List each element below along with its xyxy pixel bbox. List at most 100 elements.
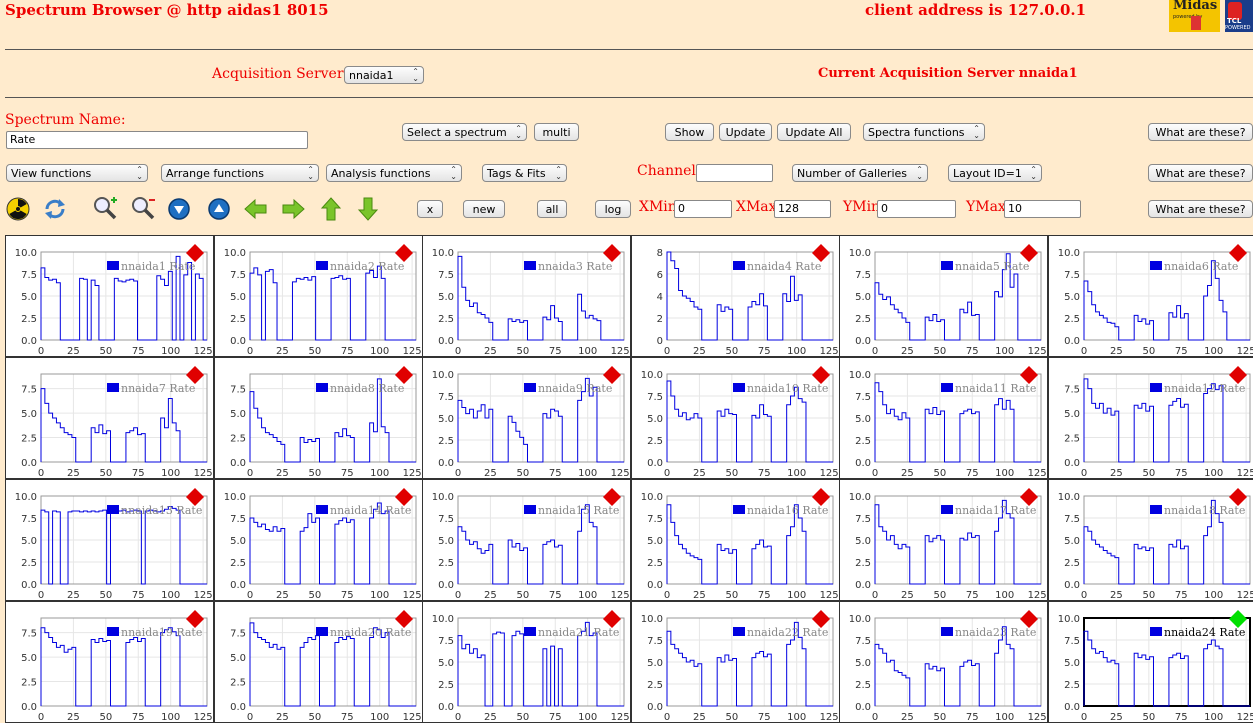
y-tick-label: 0.0 xyxy=(21,580,37,591)
select-spectrum-dropdown[interactable]: Select a spectrum ⌃ ⌄ xyxy=(402,123,527,141)
spectrum-plot[interactable]: 0 25 50 75 100 125 0.0 2.5 5.0 7.5 nnaida8 Rate xyxy=(214,358,422,478)
channel-input[interactable] xyxy=(696,164,773,182)
spectrum-plot[interactable]: 0 25 50 75 100 125 0.0 2.5 5.0 7.5 nnaida12 Rate xyxy=(1048,358,1253,478)
xmax-input[interactable]: 128 xyxy=(774,200,831,218)
x-tick-label: 25 xyxy=(901,590,914,600)
spectrum-plot[interactable]: 0 25 50 75 100 125 0.0 2.5 5.0 7.5 nnaida19 Rate xyxy=(6,602,213,722)
x-tick-label: 0 xyxy=(1080,468,1086,478)
log-button[interactable]: log xyxy=(595,200,631,218)
all-button[interactable]: all xyxy=(537,200,567,218)
spectrum-plot[interactable]: 0 25 50 75 100 125 0.0 2.5 5.0 7.5 10.0 nnaida10 Ra… xyxy=(631,358,839,478)
ymax-input[interactable]: 10 xyxy=(1004,200,1081,218)
spectrum-plot[interactable]: 0 25 50 75 100 125 0.0 2.5 5.0 7.5 nnaida20 Rate xyxy=(214,602,422,722)
spectrum-plot[interactable]: 0 25 50 75 100 125 0 2 4 6 8 nnaida4 Rate xyxy=(631,236,839,356)
y-tick-label: 7.5 xyxy=(230,385,246,396)
refresh-icon[interactable] xyxy=(42,196,68,222)
x-tick-label: 125 xyxy=(402,346,421,356)
new-button[interactable]: new xyxy=(463,200,505,218)
ymin-input[interactable]: 0 xyxy=(877,200,956,218)
spectrum-plot[interactable]: 0 25 50 75 100 125 0.0 2.5 5.0 7.5 10.0 nnaida24 Ra… xyxy=(1048,602,1253,722)
y-tick-label: 2.5 xyxy=(1064,314,1080,325)
y-tick-label: 0.0 xyxy=(1064,580,1080,591)
xmin-label: XMin xyxy=(639,199,677,215)
tags-fits-dropdown[interactable]: Tags & Fits ⌃ ⌄ xyxy=(482,164,567,182)
x-tick-label: 50 xyxy=(99,590,112,600)
x-tick-label: 0 xyxy=(38,468,44,478)
status-diamond-icon xyxy=(603,488,621,506)
spectrum-plot[interactable]: 0 25 50 75 100 125 0.0 2.5 5.0 7.5 10.0 nnaida16 Ra… xyxy=(631,480,839,600)
show-button[interactable]: Show xyxy=(665,123,714,141)
what-are-these-button-2[interactable]: What are these? xyxy=(1148,164,1253,182)
legend-label: nnaida22 Rate xyxy=(747,626,828,639)
y-tick-label: 10.0 xyxy=(640,614,662,625)
x-tick-label: 0 xyxy=(455,712,461,722)
y-tick-label: 2.5 xyxy=(855,436,871,447)
number-of-galleries-dropdown[interactable]: Number of Galleries ⌃ ⌄ xyxy=(792,164,928,182)
series-line xyxy=(249,622,416,707)
spectrum-plot[interactable]: 0 25 50 75 100 125 0.0 2.5 5.0 7.5 10.0 nnaida3 Rat… xyxy=(423,236,630,356)
spectrum-plot[interactable]: 0 25 50 75 100 125 0.0 2.5 5.0 7.5 10.0 nnaida13 Ra… xyxy=(6,480,213,600)
status-diamond-icon xyxy=(811,244,830,262)
spectrum-plot[interactable]: 0 25 50 75 100 125 0.0 2.5 5.0 7.5 10.0 nnaida22 Ra… xyxy=(631,602,839,722)
arrange-functions-dropdown[interactable]: Arrange functions ⌃ ⌄ xyxy=(161,164,319,182)
y-tick-label: 5.0 xyxy=(855,414,871,425)
spectrum-plot[interactable]: 0 25 50 75 100 125 0.0 2.5 5.0 7.5 10.0 nnaida2 Rat… xyxy=(214,236,422,356)
layout-id-dropdown[interactable]: Layout ID=1 ⌃ ⌄ xyxy=(948,164,1042,182)
y-tick-label: 2.5 xyxy=(438,314,454,325)
series-line xyxy=(666,251,833,341)
zoom-in-icon[interactable] xyxy=(92,195,118,221)
spectrum-plot[interactable]: 0 25 50 75 100 125 0.0 2.5 5.0 7.5 10.0 nnaida14 Ra… xyxy=(214,480,422,600)
acq-server-select[interactable]: nnaida1 ⌃ ⌄ xyxy=(344,66,424,84)
spectrum-plot[interactable]: 0 25 50 75 100 125 0.0 2.5 5.0 7.5 10.0 nnaida11 Ra… xyxy=(840,358,1047,478)
view-functions-dropdown[interactable]: View functions ⌃ ⌄ xyxy=(6,164,148,182)
x-tick-label: 50 xyxy=(725,346,738,356)
x-tick-label: 25 xyxy=(901,346,914,356)
legend-label: nnaida15 Rate xyxy=(538,504,619,517)
spectrum-plot[interactable]: 0 25 50 75 100 125 0.0 2.5 5.0 7.5 10.0 nnaida5 Rat… xyxy=(840,236,1047,356)
spectra-functions-dropdown[interactable]: Spectra functions ⌃ ⌄ xyxy=(863,123,985,141)
spectrum-plot[interactable]: 0 25 50 75 100 125 0.0 2.5 5.0 7.5 10.0 nnaida6 Rat… xyxy=(1048,236,1253,356)
legend-swatch xyxy=(1149,383,1162,392)
y-tick-label: 8 xyxy=(656,248,662,259)
spectrum-plot[interactable]: 0 25 50 75 100 125 0.0 2.5 5.0 7.5 10.0 nnaida15 Ra… xyxy=(423,480,630,600)
x-tick-label: 25 xyxy=(1110,712,1123,722)
x-tick-label: 25 xyxy=(1110,590,1123,600)
what-are-these-button-1[interactable]: What are these? xyxy=(1148,123,1253,141)
legend-swatch xyxy=(315,261,328,270)
spectrum-plot[interactable]: 0 25 50 75 100 125 0.0 2.5 5.0 7.5 10.0 nnaida18 Ra… xyxy=(1048,480,1253,600)
x-tick-label: 25 xyxy=(67,590,80,600)
spectrum-plot[interactable]: 0 25 50 75 100 125 0.0 2.5 5.0 7.5 10.0 nnaida9 Rat… xyxy=(423,358,630,478)
arrow-up-icon[interactable] xyxy=(318,196,344,222)
y-tick-label: 5.0 xyxy=(21,653,37,664)
series-line xyxy=(40,388,207,463)
arrow-down-circle-icon[interactable] xyxy=(166,196,192,222)
multi-button[interactable]: multi xyxy=(534,123,579,141)
legend-swatch xyxy=(524,383,536,392)
arrow-left-icon[interactable] xyxy=(243,196,269,222)
arrow-up-circle-icon[interactable] xyxy=(206,196,232,222)
legend-label: nnaida18 Rate xyxy=(1164,504,1245,517)
x-tick-label: 125 xyxy=(402,468,421,478)
spectrum-name-input[interactable]: Rate xyxy=(6,131,308,149)
arrow-down-icon[interactable] xyxy=(355,196,381,222)
y-tick-label: 0.0 xyxy=(438,336,454,347)
zoom-out-icon[interactable] xyxy=(130,195,156,221)
spectrum-plot[interactable]: 0 25 50 75 100 125 0.0 2.5 5.0 7.5 10.0 nnaida21 Ra… xyxy=(423,602,630,722)
spectrum-plot[interactable]: 0 25 50 75 100 125 0.0 2.5 5.0 7.5 10.0 nnaida23 Ra… xyxy=(840,602,1047,722)
arrow-right-icon[interactable] xyxy=(280,196,306,222)
y-tick-label: 2.5 xyxy=(438,680,454,691)
update-button[interactable]: Update xyxy=(719,123,772,141)
spectrum-plot[interactable]: 0 25 50 75 100 125 0.0 2.5 5.0 7.5 10.0 nnaida1 Rat… xyxy=(6,236,213,356)
x-tick-label: 100 xyxy=(787,712,806,722)
x-tick-label: 75 xyxy=(1174,468,1187,478)
radiation-icon[interactable] xyxy=(5,196,31,222)
what-are-these-button-3[interactable]: What are these? xyxy=(1148,200,1253,218)
spectrum-plot[interactable]: 0 25 50 75 100 125 0.0 2.5 5.0 7.5 nnaida7 Rate xyxy=(6,358,213,478)
y-tick-label: 2.5 xyxy=(647,436,663,447)
x-tick-label: 0 xyxy=(1080,590,1086,600)
x-button[interactable]: x xyxy=(417,200,443,218)
spectrum-plot[interactable]: 0 25 50 75 100 125 0.0 2.5 5.0 7.5 10.0 nnaida17 Ra… xyxy=(840,480,1047,600)
analysis-functions-dropdown[interactable]: Analysis functions ⌃ ⌄ xyxy=(326,164,462,182)
update-all-button[interactable]: Update All xyxy=(777,123,851,141)
xmin-input[interactable]: 0 xyxy=(674,200,732,218)
